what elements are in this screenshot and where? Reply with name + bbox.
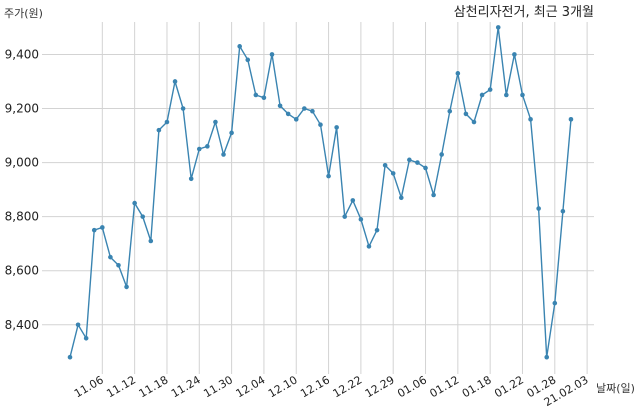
y-tick-label: 8,400 bbox=[5, 318, 39, 332]
data-point bbox=[431, 192, 436, 198]
data-point bbox=[374, 227, 380, 233]
data-point bbox=[390, 171, 396, 176]
data-point bbox=[245, 57, 251, 63]
data-point bbox=[479, 92, 485, 98]
y-tick-label: 8,600 bbox=[5, 264, 39, 278]
data-point bbox=[221, 152, 226, 157]
x-axis: 11.0611.1211.1811.2411.3012.0412.1012.16… bbox=[72, 373, 591, 409]
data-point bbox=[269, 52, 275, 57]
x-tick-label: 12.29 bbox=[363, 373, 397, 400]
data-point bbox=[318, 122, 323, 128]
data-point bbox=[455, 71, 461, 76]
data-point bbox=[560, 208, 566, 214]
x-tick-label: 01.12 bbox=[428, 373, 462, 400]
x-tick-label: 12.22 bbox=[331, 373, 365, 400]
data-point bbox=[536, 206, 541, 211]
data-point bbox=[91, 227, 97, 233]
x-axis-label: 날짜(일) bbox=[596, 381, 635, 395]
x-tick-label: 11.06 bbox=[72, 373, 106, 400]
data-point bbox=[213, 119, 218, 125]
data-point bbox=[67, 354, 73, 360]
series-line bbox=[69, 27, 572, 358]
data-point bbox=[180, 106, 186, 111]
data-point bbox=[196, 146, 202, 152]
data-point bbox=[512, 52, 517, 57]
data-point bbox=[504, 92, 509, 98]
x-tick-label: 11.18 bbox=[137, 373, 171, 400]
data-point bbox=[366, 244, 372, 249]
x-tick-label: 01.06 bbox=[395, 373, 429, 400]
data-point bbox=[172, 79, 178, 84]
data-point bbox=[75, 322, 81, 328]
data-point bbox=[302, 106, 307, 111]
data-point bbox=[334, 125, 339, 130]
x-tick-label: 11.12 bbox=[104, 373, 138, 400]
data-point bbox=[398, 195, 404, 201]
data-point bbox=[407, 157, 412, 163]
y-tick-label: 8,800 bbox=[5, 210, 39, 224]
data-point bbox=[544, 354, 550, 360]
data-point bbox=[342, 214, 348, 219]
data-point bbox=[156, 127, 162, 133]
data-point bbox=[140, 214, 146, 219]
y-axis-label: 주가(원) bbox=[4, 7, 43, 20]
data-point bbox=[552, 300, 558, 306]
data-point bbox=[423, 165, 428, 171]
data-point bbox=[237, 44, 242, 49]
chart-title: 삼천리자전거, 최근 3개월 bbox=[454, 5, 594, 20]
x-tick-label: 12.04 bbox=[234, 373, 268, 400]
data-point bbox=[148, 238, 154, 244]
x-tick-label: 11.24 bbox=[169, 373, 203, 400]
data-point bbox=[463, 111, 469, 117]
data-point bbox=[471, 119, 477, 125]
data-point bbox=[350, 198, 356, 203]
y-tick-label: 9,200 bbox=[5, 102, 39, 116]
data-point bbox=[108, 254, 113, 260]
data-point bbox=[487, 87, 493, 92]
y-tick-label: 9,400 bbox=[5, 47, 39, 61]
data-point bbox=[261, 95, 267, 100]
data-point bbox=[124, 284, 129, 290]
y-axis: 8,400 8,600 8,800 9,000 9,200 9,400 bbox=[5, 47, 39, 331]
data-point bbox=[415, 160, 420, 165]
y-tick-label: 9,000 bbox=[5, 156, 39, 170]
data-point bbox=[520, 92, 525, 98]
data-point bbox=[528, 117, 533, 122]
data-point bbox=[382, 162, 388, 168]
data-point bbox=[116, 262, 121, 268]
grid bbox=[42, 22, 594, 374]
data-point bbox=[326, 173, 331, 179]
data-point bbox=[439, 152, 444, 157]
data-point bbox=[229, 130, 234, 136]
data-point bbox=[188, 176, 194, 182]
data-point bbox=[253, 92, 259, 98]
data-point bbox=[83, 335, 89, 341]
data-point bbox=[293, 117, 299, 122]
data-point bbox=[568, 117, 574, 122]
data-point bbox=[132, 200, 137, 206]
data-point bbox=[447, 108, 453, 114]
data-point bbox=[495, 25, 501, 30]
x-tick-label: 12.10 bbox=[266, 373, 300, 400]
data-point bbox=[164, 119, 170, 125]
data-point bbox=[277, 103, 283, 109]
x-tick-label: 11.30 bbox=[201, 373, 235, 400]
data-point bbox=[100, 225, 105, 230]
data-point bbox=[285, 111, 291, 117]
series-points bbox=[67, 25, 574, 360]
x-tick-label: 01.22 bbox=[492, 373, 526, 400]
x-tick-label: 12.16 bbox=[298, 373, 332, 400]
data-point bbox=[358, 217, 364, 222]
x-tick-label: 01.18 bbox=[460, 373, 494, 400]
data-point bbox=[205, 144, 210, 149]
data-point bbox=[310, 108, 315, 114]
